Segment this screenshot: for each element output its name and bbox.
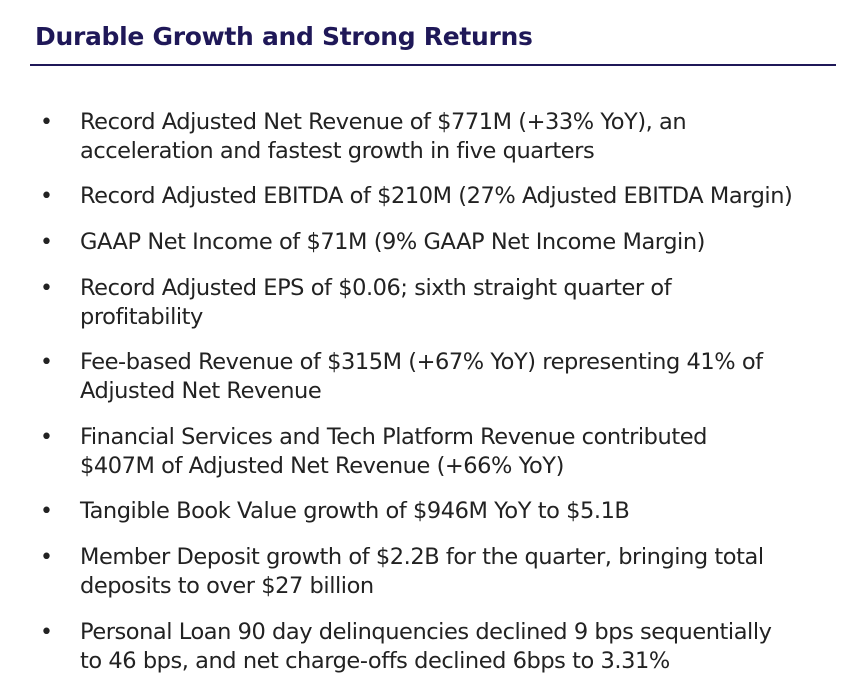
bullet-line: to 46 bps, and net charge-offs declined … [80, 648, 670, 674]
bullet-line: GAAP Net Income of $71M (9% GAAP Net Inc… [80, 229, 705, 255]
bullet-text: Personal Loan 90 day delinquencies decli… [80, 618, 840, 676]
bullet-line: Personal Loan 90 day delinquencies decli… [80, 619, 772, 645]
bullet-dot: • [40, 620, 53, 645]
bullet-dot: • [40, 230, 53, 255]
title-divider [30, 64, 836, 66]
bullet-line: Record Adjusted EPS of $0.06; sixth stra… [80, 275, 672, 301]
bullet-text: Member Deposit growth of $2.2B for the q… [80, 543, 840, 601]
bullet-text: Record Adjusted Net Revenue of $771M (+3… [80, 108, 840, 166]
bullet-text: Record Adjusted EBITDA of $210M (27% Adj… [80, 182, 840, 211]
bullet-line: Record Adjusted Net Revenue of $771M (+3… [80, 109, 687, 135]
bullet-text: Tangible Book Value growth of $946M YoY … [80, 497, 840, 526]
bullet-line: $407M of Adjusted Net Revenue (+66% YoY) [80, 453, 564, 479]
bullet-dot: • [40, 110, 53, 135]
bullet-dot: • [40, 276, 53, 301]
bullet-dot: • [40, 499, 53, 524]
bullet-dot: • [40, 350, 53, 375]
bullet-dot: • [40, 184, 53, 209]
bullet-line: Tangible Book Value growth of $946M YoY … [80, 498, 630, 524]
bullet-line: Record Adjusted EBITDA of $210M (27% Adj… [80, 183, 793, 209]
bullet-dot: • [40, 545, 53, 570]
bullet-text: GAAP Net Income of $71M (9% GAAP Net Inc… [80, 228, 840, 257]
bullet-line: Member Deposit growth of $2.2B for the q… [80, 544, 764, 570]
bullet-line: acceleration and fastest growth in five … [80, 138, 595, 164]
bullet-line: Fee-based Revenue of $315M (+67% YoY) re… [80, 349, 763, 375]
bullet-line: Financial Services and Tech Platform Rev… [80, 424, 707, 450]
bullet-line: profitability [80, 304, 203, 330]
bullet-line: deposits to over $27 billion [80, 573, 374, 599]
bullet-dot: • [40, 425, 53, 450]
bullet-line: Adjusted Net Revenue [80, 378, 322, 404]
slide-title: Durable Growth and Strong Returns [35, 22, 533, 51]
bullet-text: Record Adjusted EPS of $0.06; sixth stra… [80, 274, 840, 332]
bullet-text: Financial Services and Tech Platform Rev… [80, 423, 840, 481]
bullet-text: Fee-based Revenue of $315M (+67% YoY) re… [80, 348, 840, 406]
